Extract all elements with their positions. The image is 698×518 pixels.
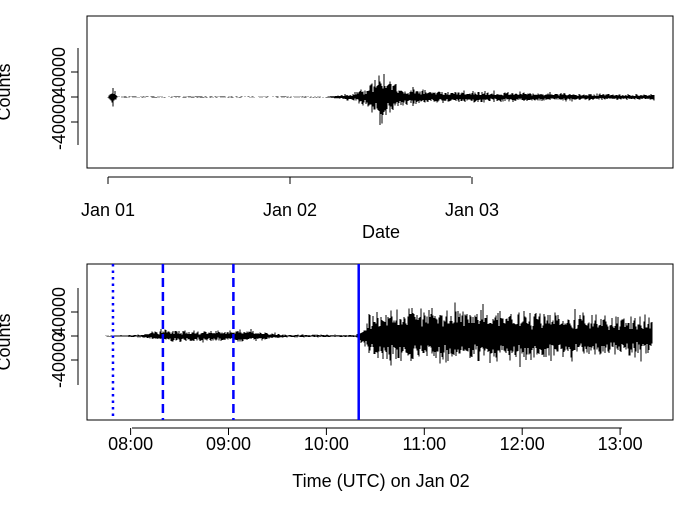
x-axis-title: Date — [362, 222, 400, 242]
y-tick-label: -40000 — [49, 94, 69, 150]
x-tick-label: Jan 02 — [263, 200, 317, 220]
y-tick-label: 40000 — [49, 47, 69, 97]
seismic-trace — [107, 74, 655, 125]
x-axis-title: Time (UTC) on Jan 02 — [292, 471, 469, 491]
x-tick-label: Jan 01 — [81, 200, 135, 220]
x-tick-label: 11:00 — [402, 434, 446, 454]
trace-path — [105, 302, 653, 367]
panel-time-zoom: 08:00 09:00 10:00 11:00 12:00 13:00 -40000400… — [0, 263, 674, 491]
plot-frame — [86, 263, 674, 421]
y-tick-label: 40000 — [49, 287, 69, 337]
x-tick-label: 08:00 — [108, 434, 153, 454]
x-axis: Jan 01 Jan 02 Jan 03 — [81, 176, 499, 220]
x-tick-label: 09:00 — [206, 434, 251, 454]
x-tick-label: Jan 03 — [445, 200, 499, 220]
marker-lines — [111, 264, 360, 420]
plot-frame — [86, 15, 674, 169]
x-tick-label: 13:00 — [598, 434, 643, 454]
y-tick-label: -40000 — [49, 332, 69, 388]
trace-path — [107, 74, 655, 125]
y-axis-title: Counts — [0, 313, 14, 370]
x-tick-label: 10:00 — [304, 434, 349, 454]
x-tick-label: 12:00 — [500, 434, 545, 454]
y-axis-title: Counts — [0, 63, 14, 120]
seismic-trace — [105, 302, 653, 367]
x-axis: 08:00 09:00 10:00 11:00 12:00 13:00 — [108, 427, 643, 454]
